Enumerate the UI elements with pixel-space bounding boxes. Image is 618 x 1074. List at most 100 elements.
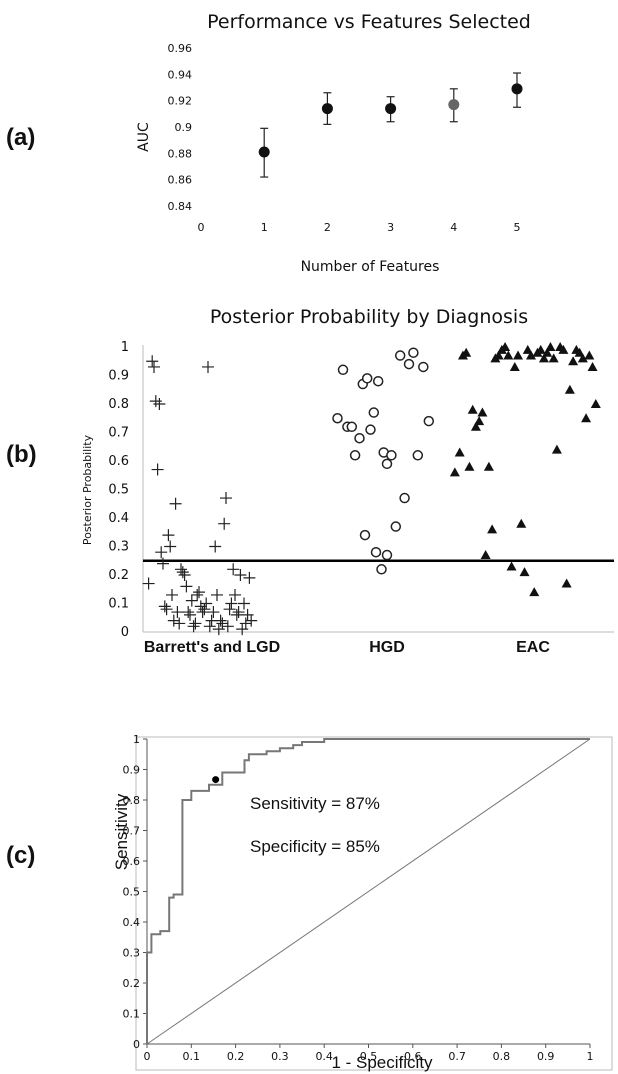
chart-b-circle-point [390, 521, 402, 532]
chart-a-ytick-label: 0.86 [168, 174, 193, 187]
chart-c-xtick-label: 0.5 [360, 1050, 378, 1063]
chart-b-plus-point [207, 606, 220, 619]
chart-b-plus-point [184, 608, 196, 621]
chart-b-plus-point [211, 588, 223, 601]
chart-a-xlabel: Number of Features [301, 259, 440, 275]
chart-a-title: Performance vs Features Selected [207, 11, 531, 33]
chart-b-circle-point [361, 373, 373, 384]
chart-b-circle-point [386, 450, 397, 461]
chart-c-ytick-label: 1 [133, 733, 140, 746]
chart-b-plus-point [214, 614, 227, 627]
chart-b-triangle-point [461, 347, 472, 357]
chart-b-triangle-point [574, 347, 585, 357]
chart-b-triangle-point [503, 350, 514, 360]
chart-c-xlabel: 1 - Specificity [331, 1053, 433, 1072]
chart-b-plus-point [221, 620, 234, 633]
chart-b-ylabel: Posterior Probability [81, 434, 94, 545]
chart-b-triangle-point [529, 587, 540, 597]
chart-c-xtick-label: 0.4 [315, 1050, 333, 1063]
chart-b-triangle-point [526, 350, 536, 360]
chart-a-ytick-label: 0.88 [168, 147, 193, 160]
chart-b-triangle-point [509, 361, 520, 371]
chart-a-point [258, 146, 270, 158]
chart-b-circle-point [349, 450, 361, 461]
chart-c-xtick-label: 0.2 [227, 1050, 245, 1063]
chart-b-circle-point [399, 492, 410, 504]
chart-a-ytick-label: 0.84 [168, 200, 193, 213]
chart-b-circle-point [423, 415, 435, 427]
chart-c-xtick-label: 0.7 [448, 1050, 466, 1063]
panel-c: (c) Sensitivity 1 - Specificity Sensitiv… [6, 733, 613, 1072]
chart-b-ytick-label: 1 [121, 340, 129, 355]
chart-b-plus-point [243, 571, 256, 584]
chart-b-ytick-label: 0.8 [108, 397, 129, 412]
chart-b-ytick-label: 0.3 [108, 540, 129, 555]
chart-b-plus-point [158, 600, 171, 613]
chart-b-plus-point [239, 617, 252, 630]
chart-c-frame [135, 736, 613, 1071]
chart-b-circle-point [394, 350, 406, 361]
chart-b-triangle-point [568, 356, 579, 366]
chart-b-triangle-point [516, 518, 527, 528]
chart-c-ylabel: Sensitivity [112, 793, 131, 870]
chart-b-plus-point [171, 606, 184, 619]
chart-c-diagonal-line [146, 738, 591, 1045]
chart-b-plus-point [245, 614, 258, 627]
chart-b-triangle-point [551, 444, 562, 454]
chart-c-xtick-label: 1 [587, 1050, 594, 1063]
chart-a-ylabel: AUC [136, 122, 152, 152]
chart-b-category-label: EAC [516, 639, 550, 656]
chart-b-triangle-point [542, 347, 553, 357]
chart-c-operating-point [212, 776, 220, 784]
chart-b-ytick-label: 0.2 [108, 568, 129, 583]
chart-b-plus-point [166, 588, 178, 601]
chart-b-circle-point [368, 407, 380, 418]
chart-b-triangle-point [477, 407, 488, 417]
chart-b-triangle-point [467, 404, 478, 414]
chart-b-plus-point [193, 586, 205, 599]
chart-b-circle-point [372, 375, 384, 387]
chart-b-plus-point [178, 569, 191, 581]
chart-a-point [385, 103, 397, 115]
chart-b-ytick-label: 0 [121, 625, 129, 640]
chart-b-plus-point [218, 517, 231, 530]
chart-b-triangle-point [558, 344, 569, 354]
chart-b-circle-point [412, 450, 424, 461]
chart-b-plus-point [196, 606, 209, 619]
chart-c-ytick-label: 0.1 [123, 1008, 141, 1021]
chart-b-triangle-point [487, 524, 498, 534]
chart-b-plus-point [160, 603, 173, 616]
chart-b-title: Posterior Probability by Diagnosis [210, 306, 528, 328]
chart-c-ytick-label: 0.4 [123, 916, 141, 929]
panel-b: (b) Posterior Probability by Diagnosis P… [6, 306, 614, 656]
chart-b-circle-point [381, 458, 393, 470]
chart-a-ytick-label: 0.92 [168, 95, 193, 108]
chart-c-ytick-label: 0.6 [123, 855, 141, 868]
chart-b-category-label: Barrett's and LGD [144, 639, 280, 656]
chart-b-ytick-label: 0.5 [108, 483, 129, 498]
chart-b-circle-point [403, 358, 415, 370]
chart-b-triangle-point [449, 467, 460, 477]
chart-b-plus-point [180, 580, 193, 593]
sensitivity-annotation: Sensitivity = 87% [250, 794, 380, 813]
chart-b-plus-point [232, 606, 245, 619]
chart-a-xtick-label: 5 [514, 221, 521, 234]
chart-b-circle-point [332, 413, 343, 424]
chart-b-plus-point [173, 617, 186, 630]
chart-c-ytick-label: 0.5 [123, 886, 141, 899]
chart-b-ytick-label: 0.9 [108, 369, 129, 384]
chart-b-plus-point [234, 569, 247, 581]
chart-b-triangle-point [464, 461, 475, 471]
chart-c-ytick-label: 0.8 [123, 794, 141, 807]
chart-b-marks [142, 342, 614, 636]
chart-b-triangle-point [581, 413, 592, 423]
chart-b-plus-point [225, 597, 238, 610]
chart-b-category-label: HGD [369, 639, 405, 656]
chart-b-triangle-point [577, 353, 588, 363]
chart-b-plus-point [198, 603, 211, 616]
panel-a: (a) Performance vs Features Selected AUC… [6, 11, 531, 275]
chart-c-ytick-label: 0 [133, 1038, 140, 1051]
chart-b-plus-point [185, 594, 198, 607]
chart-b-plus-point [209, 540, 222, 553]
